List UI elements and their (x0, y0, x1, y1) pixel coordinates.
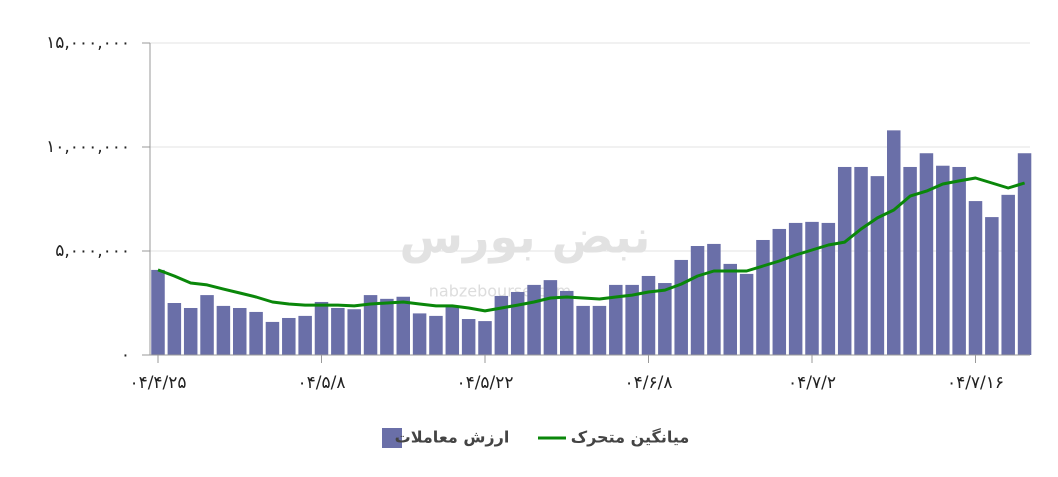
bar (265, 321, 280, 355)
bar (592, 305, 607, 355)
bar (478, 321, 492, 355)
x-tick-label: ۰۴/۵/۸ (298, 373, 346, 393)
bar (216, 305, 231, 355)
bar (936, 165, 950, 355)
bar (837, 166, 852, 355)
bar (183, 307, 198, 355)
bar (282, 317, 296, 355)
bar (429, 315, 443, 355)
bar (674, 259, 688, 355)
bar (543, 280, 558, 355)
bar (445, 305, 460, 355)
bar (167, 303, 182, 355)
bar (576, 305, 590, 355)
bar (756, 239, 770, 355)
bar (739, 273, 754, 355)
bar (1017, 153, 1032, 355)
bar (527, 284, 541, 355)
bar (968, 201, 983, 355)
bar (985, 217, 999, 355)
legend-label: ارزش معاملات (395, 428, 510, 447)
bar (200, 295, 214, 355)
y-tick-label: ۱۰,۰۰۰,۰۰۰ (46, 137, 130, 157)
bar (609, 284, 623, 355)
bar (805, 221, 819, 355)
bar (494, 295, 509, 355)
bar (412, 313, 427, 355)
bar (298, 315, 312, 355)
y-tick-label: ۰ (121, 345, 130, 365)
bar (903, 166, 917, 355)
bar (821, 222, 836, 355)
bar (658, 283, 672, 355)
bar (887, 130, 901, 355)
x-tick-label: ۰۴/۷/۱۶ (947, 373, 1004, 393)
bar (151, 269, 165, 355)
bar (233, 307, 247, 355)
bar (870, 176, 885, 355)
bar (772, 228, 787, 355)
bar (1001, 194, 1015, 355)
x-tick-label: ۰۴/۷/۲ (788, 373, 836, 393)
bar (707, 243, 721, 355)
bar (347, 309, 361, 355)
watermark: نبض بورس (400, 210, 651, 264)
legend-swatch (382, 428, 402, 448)
bar (510, 291, 525, 355)
legend-label: میانگین متحرک (571, 428, 690, 447)
bar (331, 307, 345, 355)
x-tick-label: ۰۴/۵/۲۲ (456, 373, 513, 393)
x-tick-label: ۰۴/۴/۲۵ (129, 373, 186, 393)
bar (363, 295, 378, 355)
bar (625, 284, 639, 355)
bar (641, 275, 656, 355)
y-tick-label: ۵,۰۰۰,۰۰۰ (55, 241, 130, 261)
bar (690, 246, 705, 355)
bar (952, 166, 966, 355)
y-tick-label: ۱۵,۰۰۰,۰۰۰ (46, 33, 130, 53)
bar (380, 298, 394, 355)
bar (854, 166, 868, 355)
bar (723, 263, 737, 355)
bar (396, 296, 410, 355)
bar (314, 301, 329, 355)
line (157, 176, 1026, 313)
bar (461, 319, 476, 355)
bar (249, 311, 263, 355)
bar (560, 290, 574, 355)
bar (788, 222, 803, 355)
bar (919, 153, 934, 355)
x-tick-label: ۰۴/۶/۸ (625, 373, 673, 393)
